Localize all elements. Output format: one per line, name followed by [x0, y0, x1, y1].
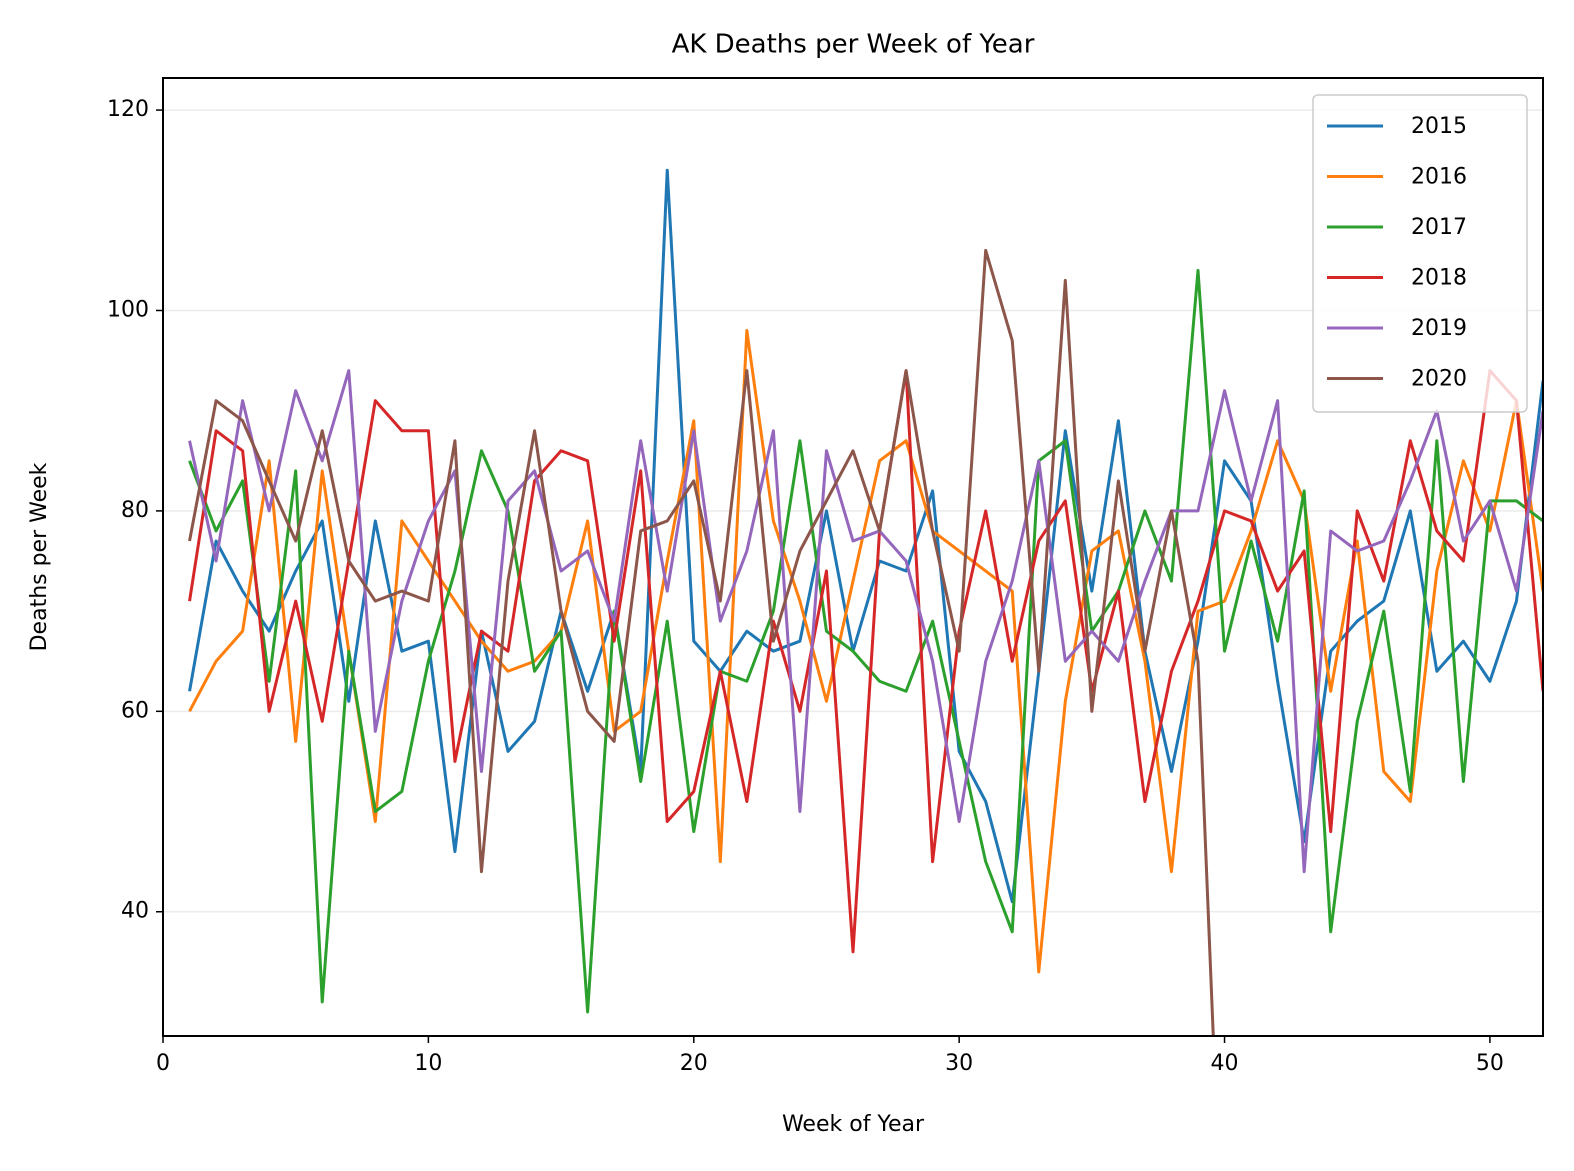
plot-lines	[188, 168, 1543, 1036]
x-tick-label: 0	[156, 1051, 170, 1076]
legend-label: 2018	[1411, 266, 1467, 291]
series-line	[188, 329, 1543, 974]
x-axis-label: Week of Year	[782, 1112, 925, 1137]
series-line	[188, 168, 1543, 904]
legend-label: 2020	[1411, 367, 1467, 392]
legend-label: 2019	[1411, 316, 1467, 341]
y-axis-label: Deaths per Week	[27, 462, 52, 651]
x-tick-label: 10	[414, 1051, 442, 1076]
legend-box	[1312, 94, 1528, 413]
x-tick-label: 20	[680, 1051, 708, 1076]
y-tick-label: 80	[121, 498, 149, 523]
legend: 2015 2016 2017 2018 2019 2020	[1312, 94, 1528, 413]
x-tick-label: 50	[1476, 1051, 1504, 1076]
y-tick-label: 60	[121, 698, 149, 723]
y-tick-label: 100	[107, 297, 149, 322]
x-tick-label: 30	[945, 1051, 973, 1076]
x-tick-label: 40	[1211, 1051, 1239, 1076]
series-line	[188, 369, 1543, 874]
series-line	[188, 248, 1215, 1036]
legend-label: 2016	[1411, 165, 1467, 190]
legend-label: 2017	[1411, 215, 1467, 240]
axes: 40 60 80 100 120 0 10 20 30 40 50	[107, 97, 1504, 1076]
legend-label: 2015	[1411, 114, 1467, 139]
y-tick-label: 120	[107, 97, 149, 122]
y-tick-label: 40	[121, 899, 149, 924]
plot-frame	[162, 77, 1544, 1037]
chart-title: AK Deaths per Week of Year	[672, 30, 1035, 60]
